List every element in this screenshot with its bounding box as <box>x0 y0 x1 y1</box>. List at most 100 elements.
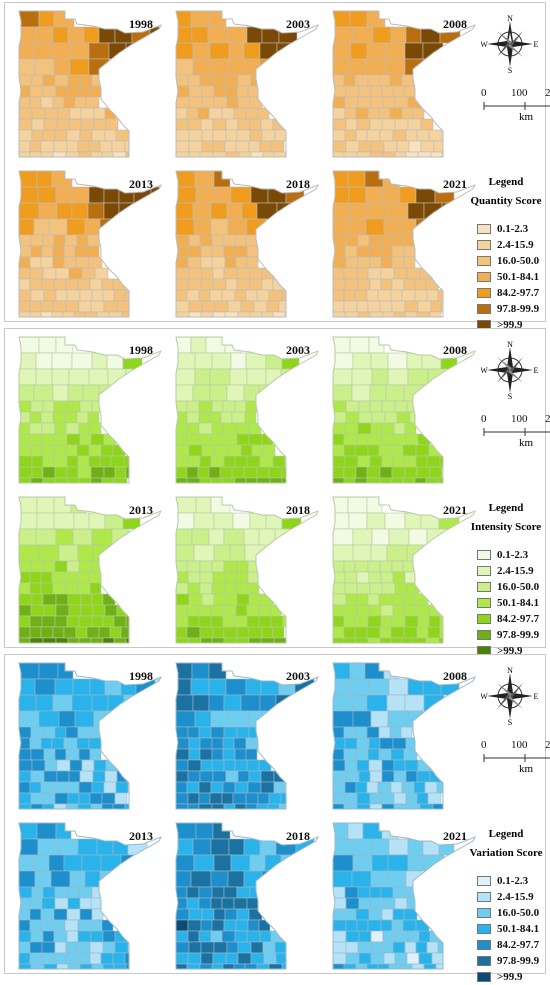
county-region <box>378 748 392 761</box>
county-region <box>30 770 45 783</box>
county-region <box>66 560 80 573</box>
county-region <box>370 140 385 153</box>
county-region <box>54 897 69 910</box>
county-region <box>345 140 360 153</box>
compass-w: W <box>481 366 488 375</box>
county-region <box>392 604 405 617</box>
minnesota-map <box>175 496 320 644</box>
county-region <box>405 129 418 142</box>
county-region <box>54 129 68 142</box>
county-region <box>414 477 427 483</box>
county-region <box>65 781 80 794</box>
county-region <box>44 107 59 120</box>
county-region <box>379 626 392 639</box>
county-region <box>102 637 115 643</box>
county-region <box>391 234 404 247</box>
county-region <box>114 930 128 943</box>
county-region <box>103 300 118 313</box>
county-region <box>248 422 262 435</box>
county-region <box>405 151 419 157</box>
county-region <box>392 571 406 584</box>
legend-swatch <box>477 598 491 608</box>
county-region <box>229 544 246 562</box>
county-region <box>19 582 31 595</box>
scale-tick-100: 100 <box>511 413 528 425</box>
county-region <box>51 368 70 386</box>
county-region <box>199 748 213 761</box>
county-region <box>113 289 126 302</box>
county-region <box>210 726 225 739</box>
county-region <box>333 422 346 435</box>
county-region <box>83 26 100 44</box>
county-region <box>244 963 258 969</box>
county-region <box>221 930 236 943</box>
county-region <box>187 571 201 584</box>
county-region <box>379 129 394 142</box>
county-region <box>343 300 358 313</box>
county-region <box>344 781 357 794</box>
county-region <box>79 963 93 969</box>
county-region <box>393 422 406 435</box>
county-region <box>194 710 212 728</box>
county-region <box>369 118 383 131</box>
state-outline <box>18 662 163 810</box>
county-region <box>42 85 57 98</box>
county-region <box>391 615 406 628</box>
county-region <box>186 400 200 413</box>
county-region <box>186 781 200 794</box>
county-region <box>19 477 32 483</box>
county-region <box>68 267 83 280</box>
county-region <box>394 118 409 131</box>
county-region <box>99 140 113 153</box>
county-region <box>93 759 107 772</box>
county-region <box>227 300 242 313</box>
county-region <box>53 140 68 153</box>
county-region <box>261 311 274 317</box>
county-region <box>176 930 189 943</box>
county-region <box>198 930 212 943</box>
county-region <box>29 615 43 628</box>
county-region <box>67 963 81 969</box>
county-region <box>399 218 417 236</box>
county-region <box>210 202 228 220</box>
county-region <box>186 886 200 899</box>
county-region <box>224 140 237 153</box>
county-region <box>212 770 227 783</box>
county-region <box>176 544 195 562</box>
county-region <box>54 477 69 483</box>
county-region <box>43 770 58 783</box>
county-region <box>426 455 441 468</box>
county-region <box>356 267 369 280</box>
county-region <box>223 560 238 573</box>
county-region <box>199 151 214 157</box>
county-region <box>124 952 137 965</box>
county-region <box>101 151 114 157</box>
county-region <box>370 710 389 728</box>
county-region <box>226 96 239 109</box>
county-region <box>176 626 188 639</box>
county-region <box>236 560 249 573</box>
county-region <box>187 256 202 269</box>
county-region <box>211 352 232 370</box>
county-region <box>176 870 192 888</box>
county-region <box>333 919 347 932</box>
county-region <box>200 118 214 131</box>
county-region <box>256 466 270 479</box>
county-region <box>234 781 249 794</box>
county-region <box>333 384 353 402</box>
county-region <box>92 770 106 783</box>
county-region <box>19 726 32 739</box>
county-region <box>258 604 271 617</box>
county-region <box>388 678 409 696</box>
county-region <box>99 870 121 888</box>
county-region <box>43 963 58 969</box>
county-region <box>53 512 75 530</box>
county-region <box>390 289 403 302</box>
minnesota-map <box>175 662 320 810</box>
county-region <box>223 919 237 932</box>
county-region <box>234 803 247 809</box>
county-region <box>384 512 406 530</box>
county-region <box>390 637 403 643</box>
county-region <box>67 384 84 402</box>
county-region <box>403 278 416 291</box>
